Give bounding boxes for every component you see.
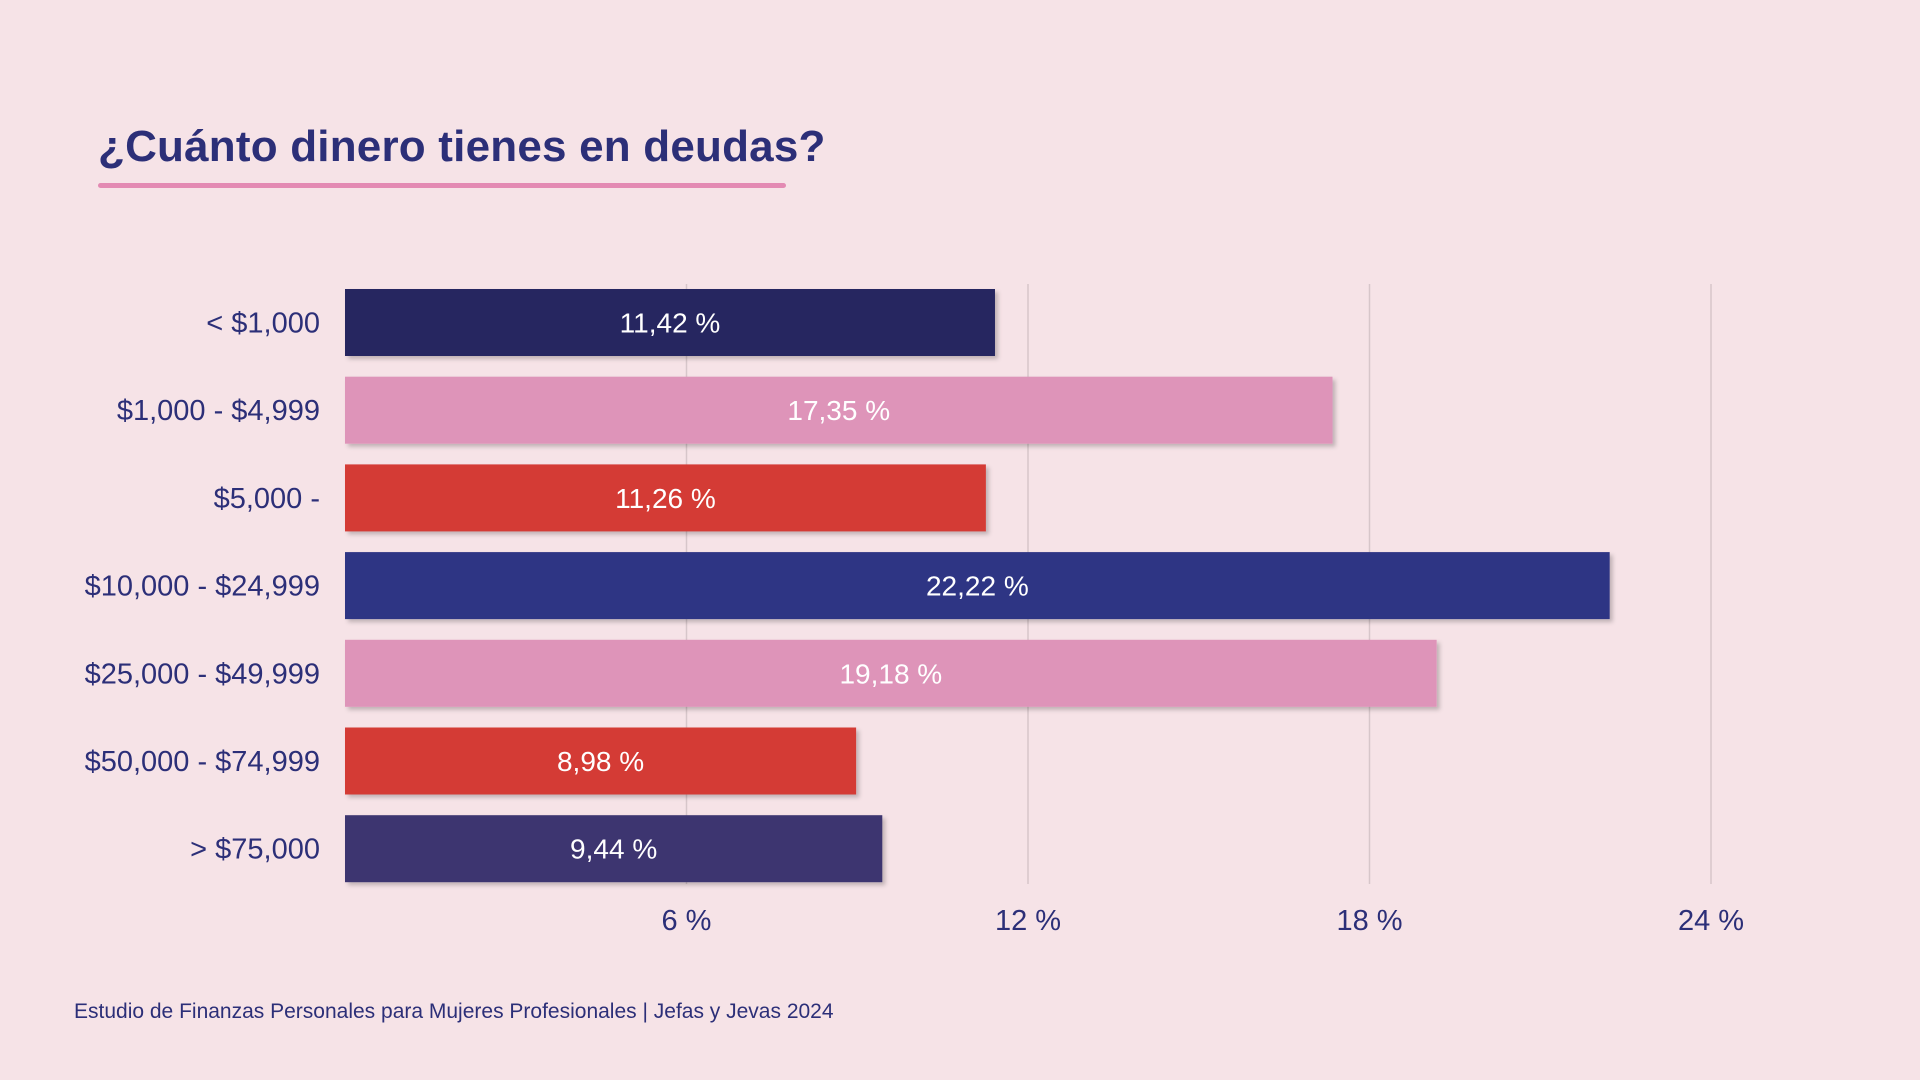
bar-1 — [345, 376, 1333, 444]
category-label: $10,000 - $24,999 — [85, 571, 320, 603]
bar-value-label: 9,44 % — [570, 834, 657, 865]
bar-0 — [345, 289, 995, 356]
category-label: > $75,000 — [190, 834, 320, 866]
x-tick-label: 24 % — [1678, 905, 1744, 937]
bar-value-label: 11,26 % — [615, 483, 716, 514]
x-tick-label: 6 % — [662, 905, 712, 937]
category-label: $25,000 - $49,999 — [85, 658, 320, 690]
bar-5 — [345, 727, 857, 795]
title-underline — [98, 183, 786, 188]
category-label: < $1,000 — [206, 308, 320, 340]
bar-2 — [345, 464, 986, 532]
bar-value-label: 8,98 % — [557, 746, 644, 777]
bar-value-label: 11,42 % — [620, 308, 721, 339]
bars — [345, 289, 1610, 883]
x-tick-label: 18 % — [1336, 905, 1402, 937]
source-footer: Estudio de Finanzas Personales para Muje… — [74, 1000, 834, 1023]
bar-value-label: 22,22 % — [926, 571, 1029, 602]
bar-4 — [345, 639, 1437, 707]
category-label: $50,000 - $74,999 — [85, 746, 320, 778]
debt-bar-chart: 6 % 12 % 18 % 24 % 11,42 % < $1,000 17,35 % $1,… — [85, 284, 1744, 938]
bar-6 — [345, 815, 883, 883]
category-label: $1,000 - $4,999 — [117, 395, 320, 427]
bar-3 — [345, 552, 1610, 620]
category-label: $5,000 - — [214, 483, 320, 515]
x-tick-label: 12 % — [995, 905, 1061, 937]
bar-value-label: 19,18 % — [839, 658, 942, 689]
labels: 6 % 12 % 18 % 24 % 11,42 % < $1,000 17,35 % $1,… — [85, 308, 1744, 938]
chart-title: ¿Cuánto dinero tienes en deudas? — [98, 122, 826, 171]
bar-value-label: 17,35 % — [787, 395, 890, 426]
